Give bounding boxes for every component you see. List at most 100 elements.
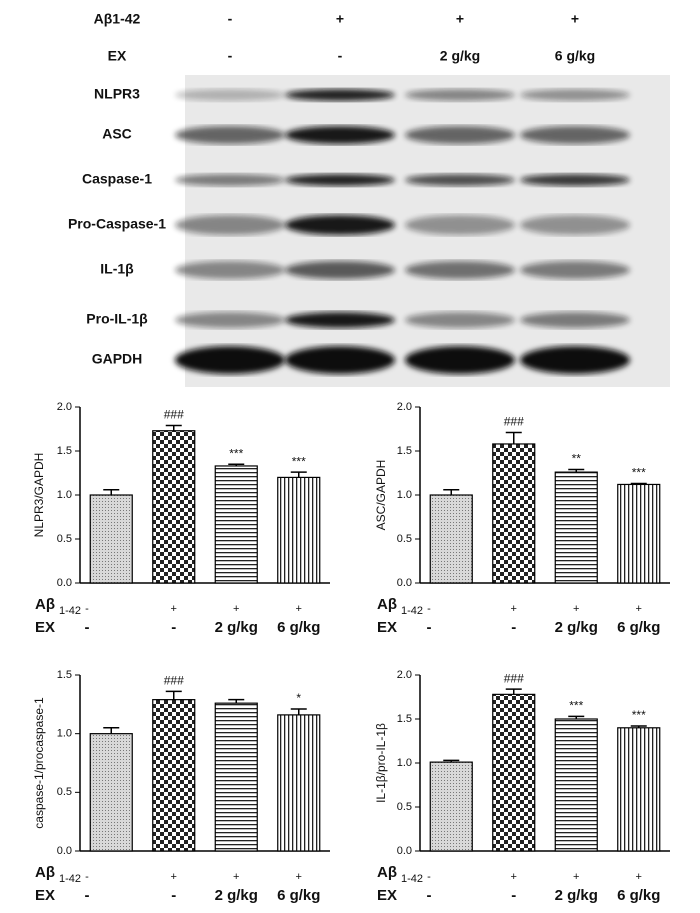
blot-band: [285, 174, 395, 186]
blot-band: [285, 126, 395, 144]
blot-band: [175, 312, 285, 328]
blot-lane-label: +: [336, 11, 344, 27]
error-bar: [505, 688, 522, 695]
treatment-level: +: [233, 871, 239, 883]
error-bar: [443, 488, 460, 495]
blot-band: [175, 174, 285, 186]
blot-lane-label: 2 g/kg: [440, 48, 480, 64]
treatment-level: 6 g/kg: [277, 619, 320, 636]
significance-label: ***: [632, 466, 646, 480]
blot-band: [285, 261, 395, 279]
blot-row-label: ASC: [102, 126, 132, 142]
y-tick-label: 1.0: [57, 489, 72, 501]
blot-row-label: Pro-Caspase-1: [68, 216, 166, 232]
bar: [492, 443, 536, 584]
blot-band: [520, 312, 630, 328]
error-bar: [290, 708, 307, 715]
treatment-level: -: [85, 603, 89, 615]
y-axis-label: ASC/GAPDH: [374, 460, 388, 531]
significance-label: ***: [229, 446, 243, 460]
blot-band: [175, 126, 285, 144]
error-bar: [165, 424, 182, 431]
treatment-level: 6 g/kg: [617, 887, 660, 904]
blot-band: [175, 215, 285, 235]
y-tick-label: 0.0: [57, 577, 72, 589]
bar: [214, 702, 258, 852]
blot-band: [520, 346, 630, 374]
bar: [277, 714, 321, 852]
treatment-level: 6 g/kg: [277, 887, 320, 904]
bar: [152, 699, 196, 852]
treatment-level: +: [573, 871, 579, 883]
treatment-level: -: [427, 871, 431, 883]
significance-label: ###: [164, 674, 184, 688]
blot-band: [405, 89, 515, 101]
error-bar: [443, 759, 460, 763]
blot-band: [520, 174, 630, 186]
y-tick-label: 2.0: [397, 401, 412, 413]
treatment-name: Aβ: [35, 596, 55, 613]
bar: [492, 693, 536, 852]
error-bar: [290, 471, 307, 478]
significance-label: **: [572, 452, 582, 466]
blot-band: [175, 261, 285, 279]
blot-band: [285, 312, 395, 328]
blot-band: [405, 312, 515, 328]
bar: [277, 476, 321, 584]
treatment-level: +: [296, 871, 302, 883]
y-tick-label: 1.5: [397, 445, 412, 457]
bar: [214, 465, 258, 584]
treatment-name: EX: [35, 619, 55, 636]
blot-band: [405, 174, 515, 186]
y-tick-label: 0.0: [57, 845, 72, 857]
treatment-level: -: [427, 619, 432, 636]
treatment-level: -: [511, 887, 516, 904]
treatment-level: +: [296, 603, 302, 615]
y-tick-label: 1.0: [397, 757, 412, 769]
treatment-level: -: [85, 619, 90, 636]
blot-band: [405, 126, 515, 144]
treatment-level: -: [427, 887, 432, 904]
significance-label: ***: [632, 708, 646, 722]
y-tick-label: 1.0: [57, 728, 72, 740]
blot-band: [175, 89, 285, 101]
blot-header-label: Aβ1-42: [94, 11, 141, 27]
bar: [89, 494, 133, 584]
treatment-level: +: [233, 603, 239, 615]
bar: [554, 471, 598, 584]
blot-band: [520, 89, 630, 101]
blot-band: [405, 215, 515, 235]
blot-lane-label: 6 g/kg: [555, 48, 595, 64]
treatment-level: +: [171, 603, 177, 615]
bar: [617, 483, 661, 584]
treatment-level: -: [171, 887, 176, 904]
blot-band: [285, 89, 395, 101]
error-bar: [568, 715, 585, 719]
significance-label: ***: [292, 454, 306, 468]
y-tick-label: 0.0: [397, 845, 412, 857]
treatment-level: 2 g/kg: [215, 619, 258, 636]
significance-label: ###: [504, 415, 524, 429]
blot-lane-label: +: [456, 11, 464, 27]
treatment-name: Aβ: [377, 864, 397, 881]
treatment-level: +: [636, 603, 642, 615]
treatment-subscript: 1-42: [59, 873, 81, 885]
error-bar: [228, 463, 245, 466]
blot-band: [405, 346, 515, 374]
error-bar: [228, 698, 245, 704]
treatment-level: -: [427, 603, 431, 615]
treatment-level: +: [511, 603, 517, 615]
treatment-level: 2 g/kg: [215, 887, 258, 904]
treatment-subscript: 1-42: [401, 605, 423, 617]
y-tick-label: 0.0: [397, 577, 412, 589]
blot-band: [520, 215, 630, 235]
treatment-name: EX: [377, 619, 397, 636]
y-tick-label: 0.5: [397, 533, 412, 545]
treatment-level: 6 g/kg: [617, 619, 660, 636]
bar: [89, 733, 133, 852]
y-tick-label: 1.5: [57, 669, 72, 681]
treatment-subscript: 1-42: [401, 873, 423, 885]
y-tick-label: 0.5: [57, 533, 72, 545]
blot-band: [405, 261, 515, 279]
